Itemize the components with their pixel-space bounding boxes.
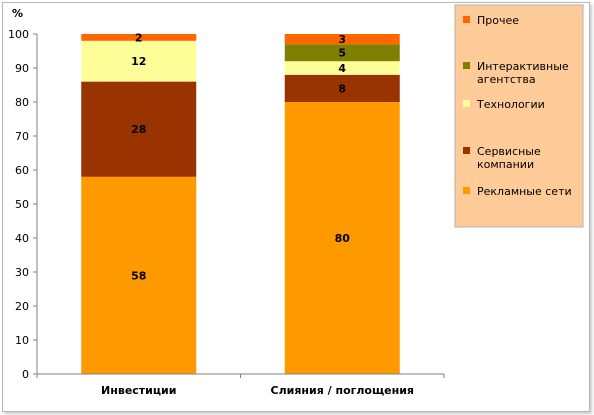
y-tick-label: 20 bbox=[15, 300, 29, 313]
y-tick-label: 100 bbox=[8, 28, 29, 41]
data-label: 80 bbox=[335, 232, 351, 245]
y-axis: 0 10 20 30 40 50 60 70 80 90 100 bbox=[8, 28, 38, 381]
x-category-label: Слияния / поглощения bbox=[271, 384, 414, 397]
legend-swatch bbox=[463, 100, 470, 107]
y-tick-label: 80 bbox=[15, 96, 29, 109]
legend-label: Технологии bbox=[476, 98, 545, 111]
legend-swatch bbox=[463, 62, 470, 69]
bar-segment bbox=[81, 34, 197, 41]
data-label: 58 bbox=[131, 269, 146, 282]
bar-segment bbox=[284, 61, 400, 75]
y-tick-label: 0 bbox=[22, 368, 29, 381]
y-tick-label: 40 bbox=[15, 232, 29, 245]
data-label: 2 bbox=[135, 31, 143, 44]
legend-label: Сервисные компании bbox=[477, 145, 541, 171]
data-label: 3 bbox=[338, 33, 346, 46]
legend-label-line: Прочее bbox=[477, 14, 519, 27]
data-label: 28 bbox=[131, 123, 146, 136]
legend-swatch bbox=[463, 147, 470, 154]
y-tick-label: 50 bbox=[15, 198, 29, 211]
legend: Прочее Интерактивные агентства Технологии Се… bbox=[454, 4, 584, 228]
legend-label-line: Рекламные сети bbox=[477, 185, 572, 198]
y-tick-label: 70 bbox=[15, 130, 29, 143]
legend-label-line: агентства bbox=[477, 73, 536, 86]
legend-label-line: компании bbox=[477, 158, 534, 171]
legend-label: Интерактивные агентства bbox=[477, 60, 569, 86]
legend-label-line: Интерактивные bbox=[477, 60, 569, 73]
legend-swatch bbox=[463, 16, 470, 23]
bar-segment bbox=[284, 34, 400, 45]
legend-label-line: Технологии bbox=[476, 98, 545, 111]
y-tick-label: 10 bbox=[15, 334, 29, 347]
legend-label: Прочее bbox=[477, 14, 519, 27]
data-label: 8 bbox=[338, 82, 346, 95]
bars: 58 28 12 2 80 8 4 53 bbox=[81, 31, 400, 374]
data-label: 12 bbox=[131, 55, 146, 68]
y-tick-label: 30 bbox=[15, 266, 29, 279]
y-tick-label: 90 bbox=[15, 62, 29, 75]
bar-segment bbox=[81, 81, 197, 177]
legend-box bbox=[454, 4, 584, 228]
legend-label: Рекламные сети bbox=[477, 185, 572, 198]
data-label: 4 bbox=[338, 62, 346, 75]
bar-segment bbox=[81, 176, 197, 374]
bar-segment bbox=[81, 40, 197, 82]
x-category-label: Инвестиции bbox=[101, 384, 176, 397]
legend-swatch bbox=[463, 187, 470, 194]
y-axis-unit-label: % bbox=[12, 7, 23, 20]
data-label: 5 bbox=[338, 47, 346, 60]
legend-label-line: Сервисные bbox=[477, 145, 541, 158]
bar-segment bbox=[284, 44, 400, 62]
bar-segment bbox=[284, 102, 400, 374]
x-axis: Инвестиции Слияния / поглощения bbox=[36, 373, 445, 397]
bar-segment bbox=[284, 74, 400, 102]
y-tick-label: 60 bbox=[15, 164, 29, 177]
